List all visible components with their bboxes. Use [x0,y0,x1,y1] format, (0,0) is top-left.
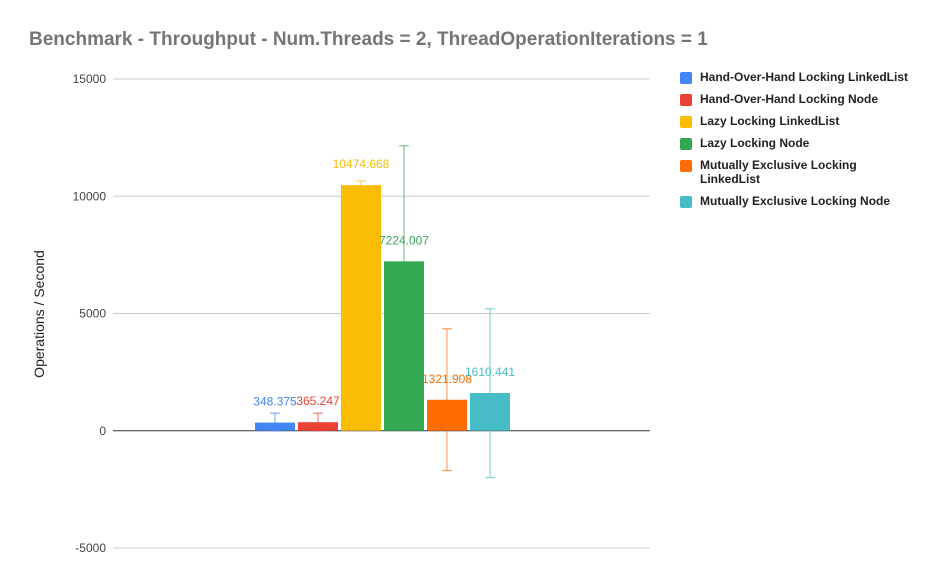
error-bar [442,328,452,472]
error-bar [313,412,323,432]
chart-title: Benchmark - Throughput - Num.Threads = 2… [29,29,708,50]
data-label: 365.247 [296,394,340,408]
legend-label: Lazy Locking Node [700,136,810,150]
data-label: 1321.908 [422,372,472,386]
error-bar [485,308,495,479]
legend-item: Hand-Over-Hand Locking Node [680,92,920,106]
y-tick-label: -5000 [75,541,106,555]
legend-item: Hand-Over-Hand Locking LinkedList [680,70,920,84]
legend-swatch [680,94,692,106]
data-label: 10474.668 [333,157,390,171]
legend-swatch [680,72,692,84]
data-label: 7224.007 [379,233,429,247]
y-tick-label: 0 [99,424,106,438]
legend-swatch [680,196,692,208]
legend-label: Mutually Exclusive Locking Node [700,194,891,208]
legend-swatch [680,116,692,128]
grid-lines [113,78,650,549]
legend-swatch [680,138,692,150]
error-bar [399,145,409,378]
y-tick-label: 5000 [79,307,106,321]
legend-label: Hand-Over-Hand Locking LinkedList [700,70,909,84]
data-label: 1610.441 [465,365,515,379]
legend-label: Hand-Over-Hand Locking Node [700,92,879,106]
data-labels: 348.375 365.247 10474.668 7224.007 1321.9081… [253,157,515,408]
legend-item: Lazy Locking LinkedList [680,114,920,128]
y-axis-label: Operations / Second [31,250,47,378]
error-bars [270,145,495,479]
legend-item: Mutually Exclusive Locking LinkedList [680,158,920,186]
legend-item: Lazy Locking Node [680,136,920,150]
data-label: 348.375 [253,395,297,409]
legend-label: Mutually Exclusive Locking LinkedList [700,158,857,186]
legend-item: Mutually Exclusive Locking Node [680,194,920,208]
bar [341,185,381,431]
legend-label: Lazy Locking LinkedList [700,114,840,128]
legend-swatch [680,160,692,172]
legend: Hand-Over-Hand Locking LinkedList Hand-Ov… [680,70,920,216]
error-bar [356,180,366,190]
y-tick-label: 10000 [73,189,107,203]
y-tick-label: 15000 [73,72,107,86]
y-tick-labels: 15000 10000 5000 0 -5000 [73,72,107,555]
error-bar [270,412,280,432]
